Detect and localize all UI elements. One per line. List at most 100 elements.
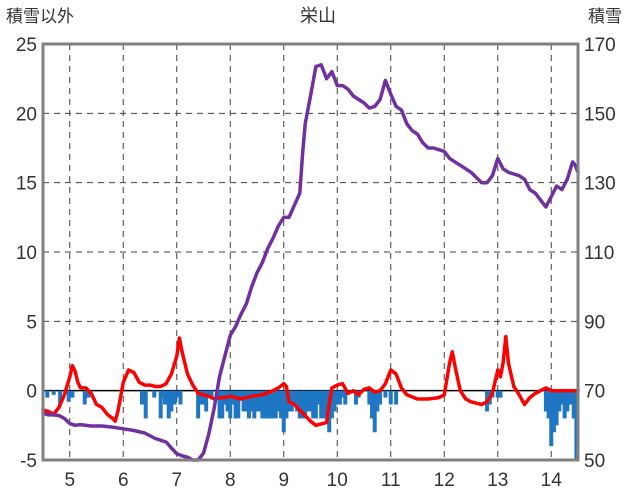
precipitation-bars: [45, 390, 579, 460]
x-tick-label: 14: [541, 470, 563, 491]
right-tick-labels: 50 70 90 110 130 150 170: [584, 35, 616, 472]
precipitation-bar: [335, 390, 340, 405]
precipitation-bar: [340, 390, 345, 398]
right-tick-label: 50: [584, 451, 605, 472]
left-tick-label: 5: [26, 312, 37, 333]
precipitation-bar: [557, 390, 562, 412]
precipitation-bar: [308, 390, 313, 412]
precipitation-bar: [549, 390, 554, 447]
precipitation-bar: [70, 390, 75, 398]
left-tick-label: 20: [16, 104, 37, 125]
left-tick-labels: -5 0 5 10 15 20 25: [16, 35, 37, 472]
x-tick-label: 9: [278, 470, 289, 491]
right-tick-label: 90: [584, 312, 605, 333]
precipitation-bar: [206, 390, 211, 398]
precipitation-bar: [244, 390, 249, 412]
right-axis-label: 積雪: [588, 7, 622, 27]
precipitation-bar: [281, 390, 286, 433]
precipitation-bar: [273, 390, 278, 419]
precipitation-bar: [201, 390, 206, 405]
precipitation-bar: [169, 390, 174, 412]
precipitation-bar: [367, 390, 372, 405]
x-tick-label: 7: [171, 470, 182, 491]
precipitation-bar: [289, 390, 294, 412]
precipitation-bar: [276, 390, 281, 412]
precipitation-bar: [238, 390, 243, 398]
precipitation-bar: [225, 390, 230, 412]
precipitation-bar: [321, 390, 326, 419]
left-tick-label: 15: [16, 174, 37, 195]
precipitation-bar: [353, 390, 358, 405]
x-tick-label: 13: [487, 470, 508, 491]
precipitation-bar: [292, 390, 297, 405]
precipitation-bar: [332, 390, 337, 412]
left-axis-label: 積雪以外: [6, 7, 74, 27]
precipitation-bar: [268, 390, 273, 419]
precipitation-bar: [319, 390, 324, 419]
precipitation-bar: [495, 390, 500, 398]
precipitation-bar: [311, 390, 316, 419]
temperature-line: [41, 334, 580, 428]
precipitation-bar: [372, 390, 377, 433]
precipitation-bar: [271, 390, 276, 419]
precipitation-bar: [152, 390, 157, 398]
precipitation-bar: [324, 390, 329, 419]
precipitation-bar: [196, 390, 201, 419]
left-tick-label: -5: [20, 451, 37, 472]
precipitation-bar: [378, 390, 383, 405]
precipitation-bar: [567, 390, 572, 405]
precipitation-bar: [343, 390, 348, 405]
precipitation-bar: [284, 390, 289, 419]
precipitation-bar: [162, 390, 167, 405]
precipitation-bar: [51, 390, 56, 395]
precipitation-bar: [329, 390, 334, 419]
precipitation-bar: [66, 390, 71, 402]
precipitation-bar: [265, 390, 270, 419]
precipitation-bar: [295, 390, 300, 412]
x-tick-labels: 5 6 7 8 9 10 11 12 13 14: [64, 470, 562, 491]
left-tick-label: 10: [16, 243, 37, 264]
right-tick-label: 170: [584, 35, 616, 56]
snow_depth-line: [41, 63, 580, 462]
precipitation-bar: [313, 390, 318, 419]
precipitation-bar: [263, 390, 268, 419]
x-tick-label: 12: [434, 470, 455, 491]
precipitation-bar: [58, 390, 63, 405]
horizontal-gridlines: [43, 112, 578, 392]
precipitation-bar: [388, 390, 393, 405]
x-tick-label: 10: [327, 470, 348, 491]
precipitation-bar: [82, 390, 87, 405]
precipitation-bar: [139, 390, 144, 405]
precipitation-bar: [204, 390, 209, 412]
precipitation-bar: [565, 390, 570, 412]
precipitation-bar: [337, 390, 342, 405]
precipitation-bar: [252, 390, 257, 419]
precipitation-bar: [260, 390, 265, 419]
precipitation-bar: [178, 390, 183, 405]
precipitation-bar: [255, 390, 259, 412]
precipitation-bar: [551, 390, 556, 433]
precipitation-bar: [300, 390, 305, 419]
precipitation-bar: [158, 390, 163, 419]
x-tick-label: 11: [381, 470, 401, 491]
precipitation-bar: [217, 390, 222, 419]
precipitation-bar: [220, 390, 225, 419]
precipitation-bar: [279, 390, 284, 419]
precipitation-bar: [198, 390, 203, 405]
right-tick-label: 150: [584, 104, 616, 125]
precipitation-bar: [305, 390, 310, 412]
precipitation-bar: [562, 390, 567, 419]
left-tick-label: 0: [26, 382, 37, 403]
precipitation-bar: [246, 390, 251, 419]
precipitation-bar: [249, 390, 254, 412]
right-tick-label: 110: [584, 243, 614, 264]
precipitation-bar: [143, 390, 148, 419]
precipitation-bar: [383, 390, 388, 398]
precipitation-bar: [233, 390, 238, 419]
precipitation-bar: [241, 390, 246, 412]
chart-title: 栄山: [300, 6, 336, 27]
plot-frame: [41, 42, 580, 462]
precipitation-bar: [86, 390, 91, 398]
precipitation-bar: [543, 390, 548, 412]
